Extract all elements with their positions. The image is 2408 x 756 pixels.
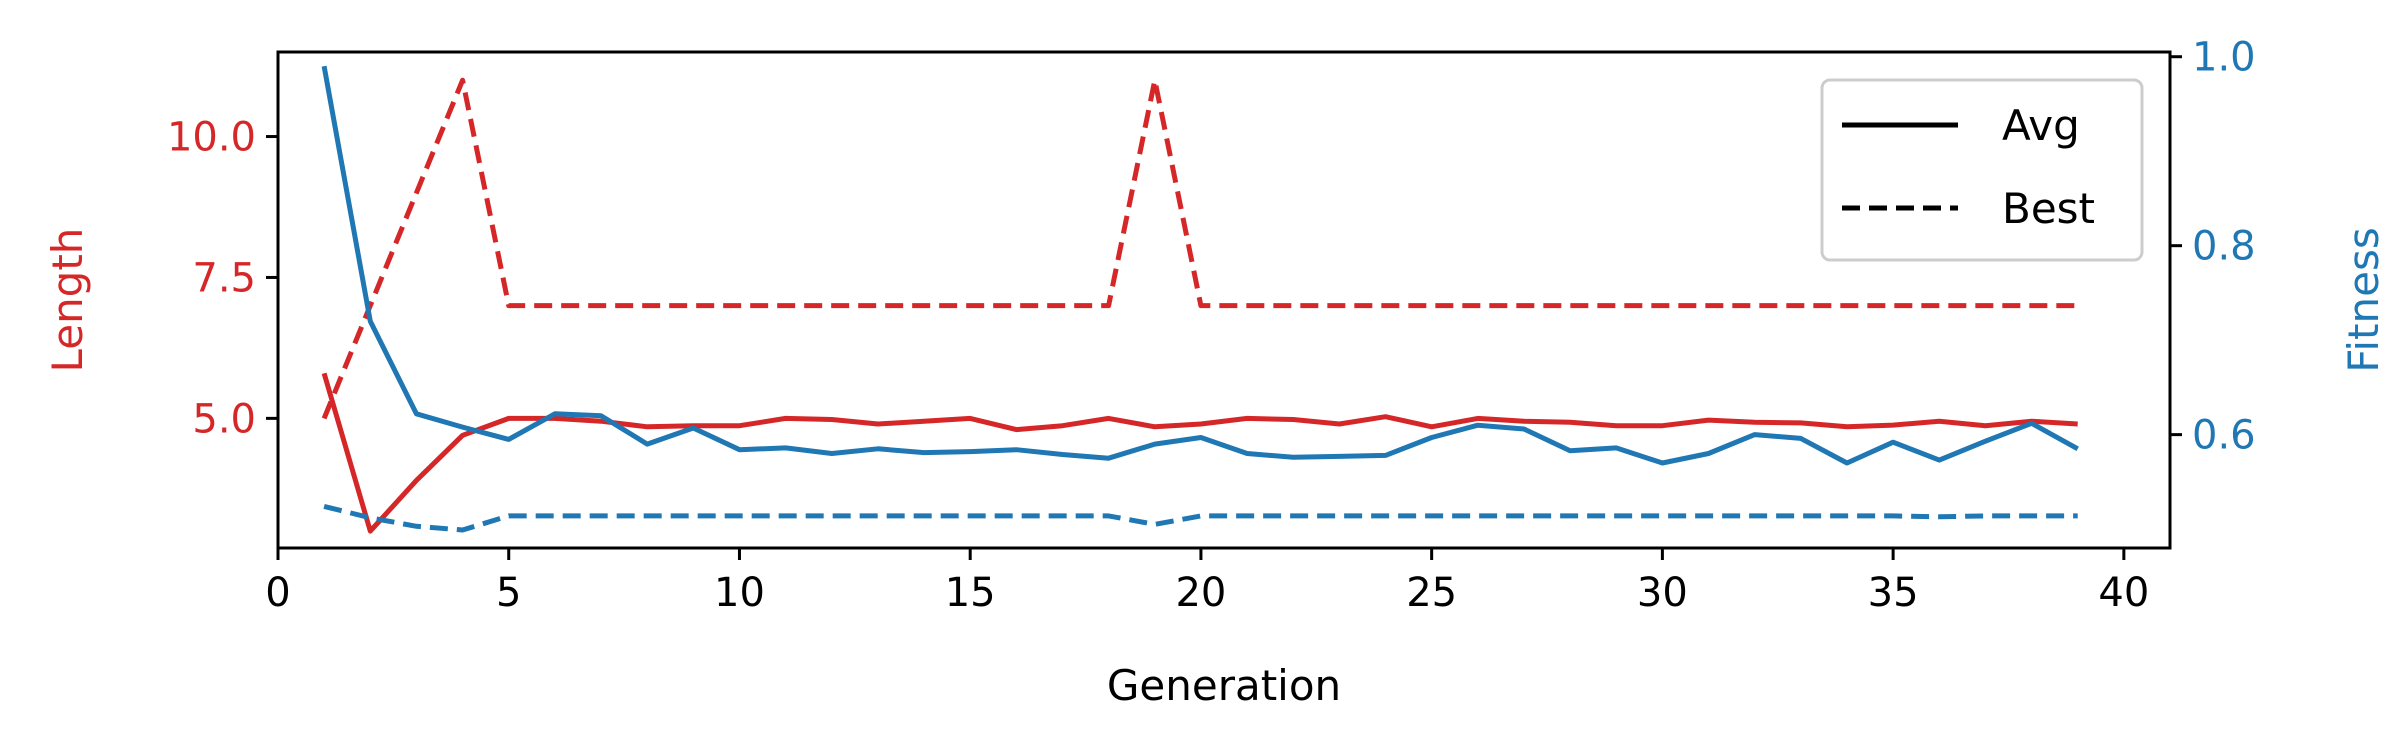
right-y-axis: 0.6 0.8 1.0 xyxy=(2170,35,2256,459)
x-tick-label: 35 xyxy=(1868,570,1919,616)
legend-box xyxy=(1820,78,2144,262)
legend-avg-label: Avg xyxy=(2002,101,2080,150)
x-tick-label: 30 xyxy=(1637,570,1688,616)
right-y-tick-label: 0.8 xyxy=(2192,224,2256,270)
x-axis: 0 5 10 15 20 25 30 35 40 xyxy=(265,548,2149,616)
left-y-axis: 5.0 7.5 10.0 xyxy=(167,115,278,442)
left-y-tick-label: 5.0 xyxy=(192,396,256,442)
left-y-axis-label: Length xyxy=(43,228,92,373)
legend-best-label: Best xyxy=(2002,184,2095,233)
right-y-axis-label: Fitness xyxy=(2339,227,2388,372)
x-tick-label: 5 xyxy=(496,570,521,616)
right-y-tick-label: 0.6 xyxy=(2192,413,2256,459)
x-tick-label: 25 xyxy=(1406,570,1457,616)
series-layer xyxy=(321,65,2079,534)
right-y-tick-label: 1.0 xyxy=(2192,35,2256,81)
series-line-right-dashed xyxy=(323,503,2078,533)
x-tick-label: 15 xyxy=(945,570,996,616)
x-tick-label: 0 xyxy=(265,570,290,616)
x-tick-label: 20 xyxy=(1175,570,1226,616)
series-line-right-solid xyxy=(321,65,2079,466)
x-tick-label: 40 xyxy=(2098,570,2149,616)
x-tick-label: 10 xyxy=(714,570,765,616)
plot-frame xyxy=(276,50,2172,550)
left-y-tick-label: 7.5 xyxy=(192,255,256,301)
legend: Avg Best xyxy=(1820,78,2144,262)
series-line-left-dashed xyxy=(321,77,2078,420)
left-y-tick-label: 10.0 xyxy=(167,115,256,161)
x-axis-label: Generation xyxy=(1107,661,1341,710)
